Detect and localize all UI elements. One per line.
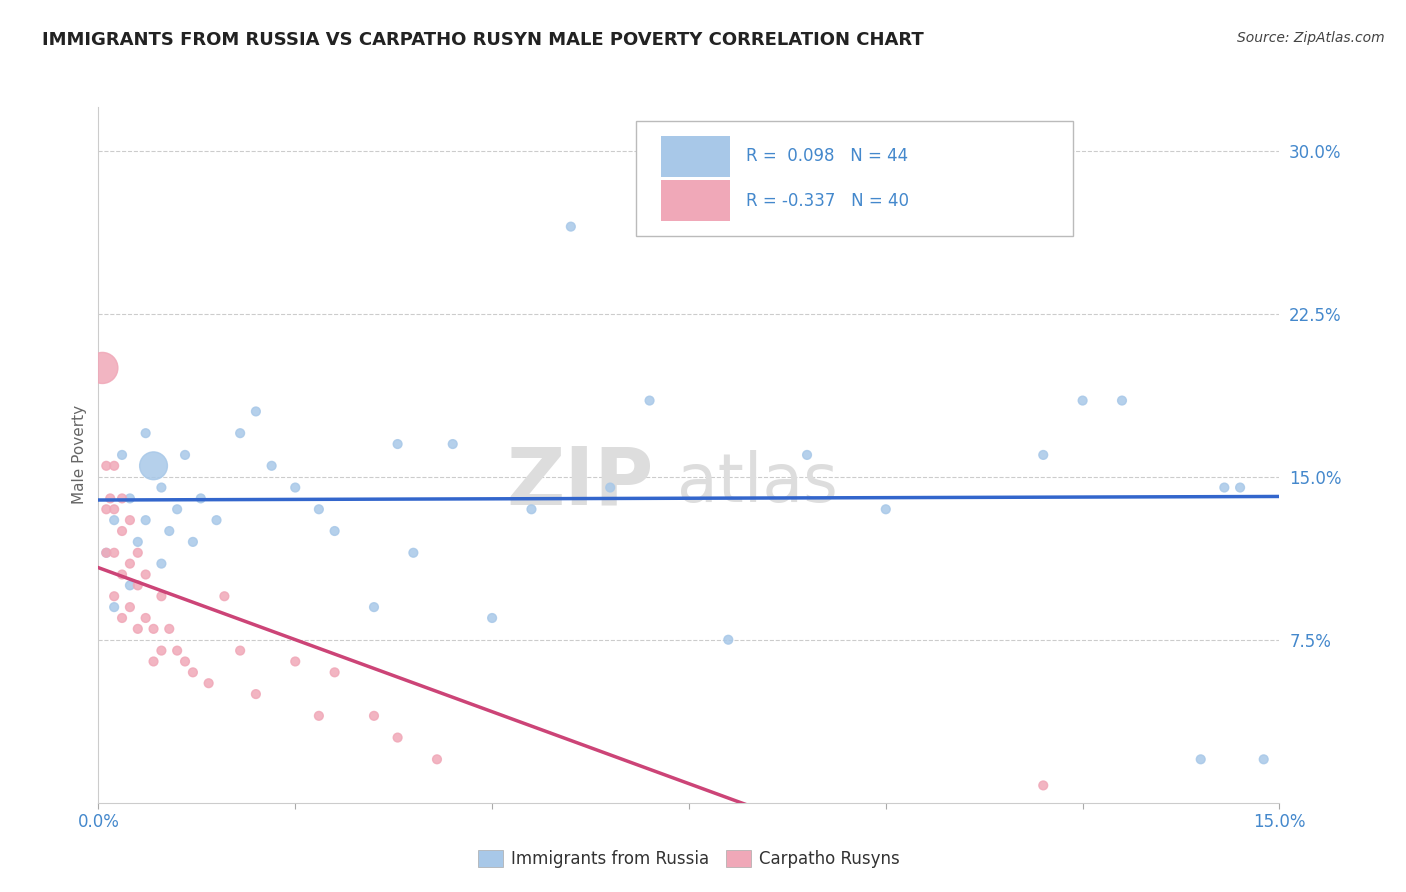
Point	[127, 622, 149, 636]
Point	[127, 535, 149, 549]
Point	[363, 600, 385, 615]
Point	[142, 655, 165, 669]
Point	[599, 481, 621, 495]
Point	[284, 655, 307, 669]
Point	[135, 426, 157, 441]
Point	[323, 665, 346, 680]
Point	[135, 611, 157, 625]
Point	[96, 546, 118, 560]
Point	[118, 578, 141, 592]
Point	[245, 404, 267, 418]
Point	[205, 513, 228, 527]
Point	[118, 600, 141, 615]
Point	[1032, 448, 1054, 462]
Point	[103, 502, 125, 516]
Point	[103, 458, 125, 473]
Point	[1229, 481, 1251, 495]
Point	[135, 567, 157, 582]
Point	[1213, 481, 1236, 495]
Point	[638, 393, 661, 408]
Point	[111, 524, 134, 538]
Point	[166, 643, 188, 657]
Text: Source: ZipAtlas.com: Source: ZipAtlas.com	[1237, 31, 1385, 45]
Point	[111, 448, 134, 462]
Point	[323, 524, 346, 538]
Point	[441, 437, 464, 451]
Point	[150, 557, 173, 571]
Point	[284, 481, 307, 495]
Point	[103, 589, 125, 603]
Legend: Immigrants from Russia, Carpatho Rusyns: Immigrants from Russia, Carpatho Rusyns	[471, 843, 907, 874]
Point	[91, 360, 114, 375]
Point	[103, 600, 125, 615]
Point	[118, 491, 141, 506]
Point	[111, 567, 134, 582]
Point	[1032, 778, 1054, 792]
Point	[481, 611, 503, 625]
Text: ZIP: ZIP	[506, 443, 654, 522]
Point	[260, 458, 283, 473]
Point	[96, 502, 118, 516]
Text: R =  0.098   N = 44: R = 0.098 N = 44	[745, 147, 908, 165]
Point	[426, 752, 449, 766]
Point	[181, 535, 204, 549]
Point	[150, 481, 173, 495]
Point	[157, 524, 180, 538]
Point	[308, 708, 330, 723]
Point	[142, 622, 165, 636]
Point	[157, 622, 180, 636]
Point	[127, 578, 149, 592]
Point	[229, 426, 252, 441]
Point	[1253, 752, 1275, 766]
Point	[229, 643, 252, 657]
Point	[363, 708, 385, 723]
Point	[796, 448, 818, 462]
Point	[166, 502, 188, 516]
Point	[245, 687, 267, 701]
Text: IMMIGRANTS FROM RUSSIA VS CARPATHO RUSYN MALE POVERTY CORRELATION CHART: IMMIGRANTS FROM RUSSIA VS CARPATHO RUSYN…	[42, 31, 924, 49]
Point	[96, 458, 118, 473]
Point	[150, 643, 173, 657]
Point	[111, 491, 134, 506]
Point	[118, 557, 141, 571]
Point	[560, 219, 582, 234]
Point	[174, 448, 197, 462]
Point	[103, 546, 125, 560]
FancyBboxPatch shape	[661, 136, 730, 177]
Point	[402, 546, 425, 560]
Y-axis label: Male Poverty: Male Poverty	[72, 405, 87, 505]
Point	[875, 502, 897, 516]
Point	[1111, 393, 1133, 408]
Point	[953, 176, 976, 190]
Text: R = -0.337   N = 40: R = -0.337 N = 40	[745, 192, 908, 210]
Point	[96, 546, 118, 560]
Point	[135, 513, 157, 527]
Point	[1071, 393, 1094, 408]
Point	[308, 502, 330, 516]
Point	[98, 491, 121, 506]
Point	[142, 458, 165, 473]
Point	[118, 513, 141, 527]
Point	[717, 632, 740, 647]
Point	[197, 676, 219, 690]
Point	[174, 655, 197, 669]
Text: atlas: atlas	[678, 450, 838, 516]
FancyBboxPatch shape	[636, 121, 1073, 235]
Point	[387, 731, 409, 745]
Point	[181, 665, 204, 680]
Point	[520, 502, 543, 516]
Point	[1189, 752, 1212, 766]
Point	[387, 437, 409, 451]
Point	[190, 491, 212, 506]
Point	[103, 513, 125, 527]
Point	[111, 611, 134, 625]
FancyBboxPatch shape	[661, 180, 730, 221]
Point	[127, 546, 149, 560]
Point	[150, 589, 173, 603]
Point	[214, 589, 236, 603]
